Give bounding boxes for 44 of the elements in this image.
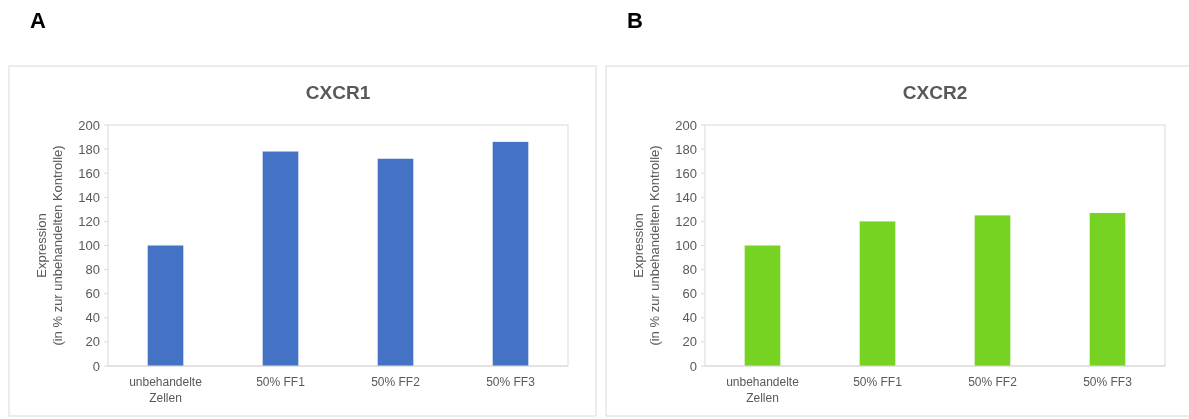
y-tick-label: 20 <box>682 334 697 350</box>
y-tick-label: 60 <box>85 286 100 302</box>
y-tick-label: 80 <box>85 262 100 278</box>
bar <box>974 215 1011 366</box>
y-tick-label: 160 <box>675 165 697 181</box>
y-tick-label: 140 <box>675 189 697 205</box>
bar <box>859 221 896 366</box>
y-tick-label: 120 <box>675 213 697 229</box>
bar <box>744 245 781 366</box>
y-tick-label: 100 <box>675 238 697 254</box>
bar <box>262 151 299 366</box>
y-tick-label: 40 <box>85 310 100 326</box>
y-tick-label: 200 <box>78 117 100 133</box>
y-tick-label: 140 <box>78 189 100 205</box>
y-tick-label: 180 <box>675 141 697 157</box>
x-tick-label: 50% FF2 <box>968 375 1018 389</box>
text: A <box>30 8 46 33</box>
y-tick-label: 0 <box>689 358 697 374</box>
x-tick-label: 50% FF2 <box>371 375 421 389</box>
x-tick-label: 50% FF1 <box>853 375 903 389</box>
x-tick-label: 50% FF3 <box>486 375 536 389</box>
bar <box>1089 212 1126 366</box>
y-tick-label: 60 <box>682 286 697 302</box>
chart-title: CXCR2 <box>902 82 968 103</box>
y-tick-label: 180 <box>78 141 100 157</box>
bar <box>377 158 414 366</box>
y-axis-title: Expression (in % zur unbehandelten Kontrolle) <box>34 145 65 346</box>
chart-title: CXCR1 <box>305 82 371 103</box>
x-tick-label: unbehandelte Zellen <box>726 375 800 405</box>
y-tick-label: 0 <box>92 358 100 374</box>
text: B <box>627 8 643 33</box>
y-tick-label: 80 <box>682 262 697 278</box>
x-tick-label: unbehandelte Zellen <box>129 375 203 405</box>
y-axis-title: Expression (in % zur unbehandelten Kontrolle) <box>631 145 662 346</box>
x-tick-label: 50% FF3 <box>1083 375 1133 389</box>
y-tick-label: 20 <box>85 334 100 350</box>
bar <box>492 141 529 366</box>
y-tick-label: 100 <box>78 238 100 254</box>
y-tick-label: 120 <box>78 213 100 229</box>
y-tick-label: 160 <box>78 165 100 181</box>
y-tick-label: 200 <box>675 117 697 133</box>
bar <box>147 245 184 366</box>
y-tick-label: 40 <box>682 310 697 326</box>
x-tick-label: 50% FF1 <box>256 375 306 389</box>
